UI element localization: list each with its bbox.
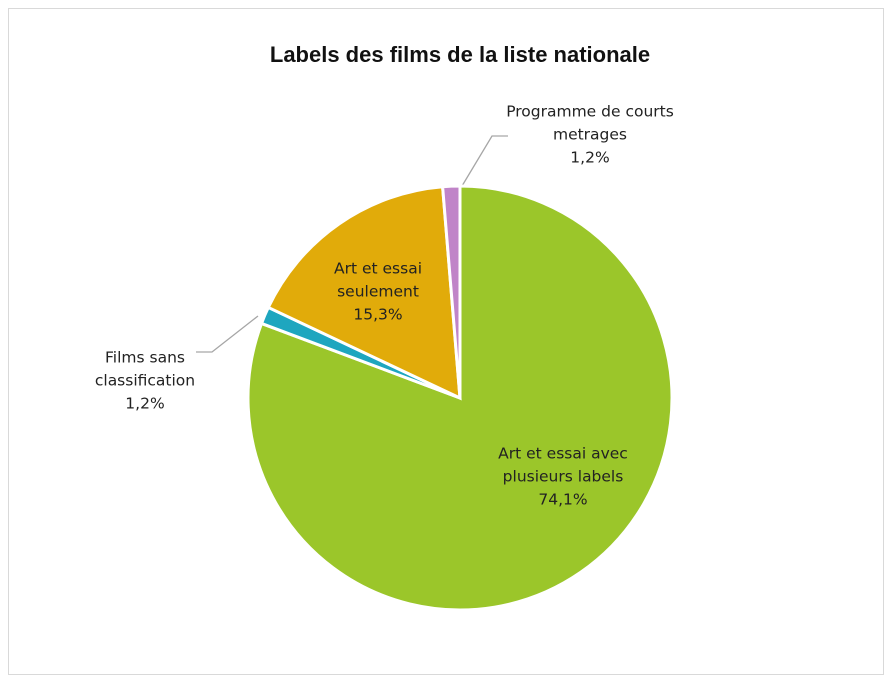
- leader-line: [461, 135, 508, 187]
- category-label: Films sans classification: [94, 348, 196, 390]
- value-label: 1,2%: [125, 394, 165, 413]
- category-label: Programme de courts metrages: [506, 102, 674, 144]
- value-label: 15,3%: [353, 305, 403, 324]
- pie-slice: [440, 184, 462, 399]
- category-label: Art et essai avec plusieurs labels: [498, 444, 628, 486]
- value-label: 74,1%: [538, 490, 588, 509]
- chart-title: Labels des films de la liste nationale: [270, 42, 650, 67]
- category-label: Art et essai seulement: [333, 259, 422, 301]
- slice-label: Films sans classification 1,2%: [80, 347, 210, 416]
- value-label: 1,2%: [570, 148, 610, 167]
- slice-label: Art et essai avec plusieurs labels 74,1%: [478, 443, 648, 512]
- slice-label: Art et essai seulement 15,3%: [318, 258, 438, 327]
- slice-label: Programme de courts metrages 1,2%: [505, 101, 675, 170]
- pie-slice: [266, 185, 462, 401]
- leader-line: [196, 315, 259, 353]
